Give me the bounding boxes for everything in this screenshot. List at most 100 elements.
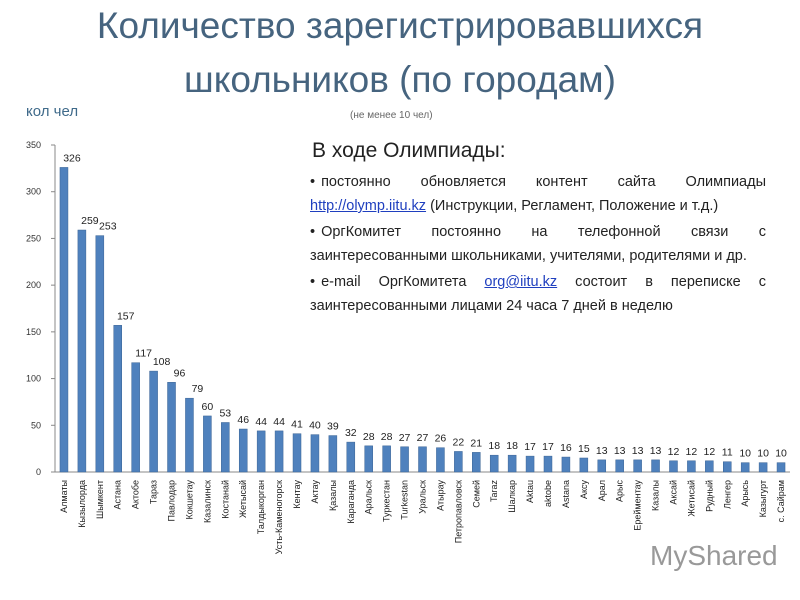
value-label: 17 bbox=[542, 441, 554, 453]
note-heading: В ходе Олимпиады: bbox=[312, 139, 506, 162]
value-label: 10 bbox=[775, 448, 787, 460]
x-tick-label: Аральск bbox=[364, 480, 374, 514]
value-label: 253 bbox=[99, 221, 117, 233]
value-label: 15 bbox=[578, 443, 590, 455]
bar bbox=[131, 362, 140, 473]
bar bbox=[561, 456, 571, 473]
x-tick-label: Ерейментау bbox=[633, 480, 643, 531]
value-label: 27 bbox=[417, 432, 429, 444]
x-tick-label: Шымкент bbox=[95, 480, 105, 519]
text-box: В ходе Олимпиады: постоянно обновляется … bbox=[306, 136, 770, 382]
value-label: 60 bbox=[202, 401, 214, 413]
value-label: 13 bbox=[650, 445, 662, 457]
bar bbox=[472, 452, 481, 473]
x-tick-label: Ленгер bbox=[722, 480, 732, 509]
bar bbox=[113, 325, 122, 473]
bar bbox=[633, 459, 642, 473]
note-text: постоянно обновляется контент сайта Олим… bbox=[321, 174, 766, 190]
title-line: школьников (по городам) bbox=[184, 59, 616, 100]
bar bbox=[615, 459, 624, 473]
value-label: 13 bbox=[632, 445, 644, 457]
value-label: 46 bbox=[237, 414, 249, 426]
value-label: 13 bbox=[614, 445, 626, 457]
bar bbox=[723, 461, 732, 473]
x-tick-label: Жетисай bbox=[686, 480, 696, 517]
bar bbox=[507, 454, 517, 473]
y-tick-label: 200 bbox=[26, 280, 41, 290]
bar bbox=[758, 462, 768, 473]
x-tick-label: Казалинск bbox=[202, 480, 212, 523]
note-item: постоянно обновляется контент сайта Олим… bbox=[310, 170, 766, 218]
x-tick-label: Аксу bbox=[579, 480, 589, 500]
y-tick-label: 250 bbox=[26, 233, 41, 243]
y-tick-label: 350 bbox=[26, 140, 41, 150]
bar bbox=[579, 457, 589, 473]
x-tick-label: Кентау bbox=[292, 480, 302, 509]
value-label: 12 bbox=[668, 446, 680, 458]
x-tick-label: Усть-Каменогорск bbox=[274, 480, 284, 554]
value-label: 79 bbox=[192, 383, 204, 395]
note-text: состоит в переписке с заинтересованными … bbox=[310, 274, 766, 314]
bar bbox=[149, 370, 158, 473]
x-tick-label: Атырау bbox=[435, 480, 445, 511]
bar bbox=[382, 445, 391, 473]
x-tick-label: Караганда bbox=[346, 480, 356, 524]
bar bbox=[705, 460, 714, 473]
x-tick-label: Петропавловск bbox=[453, 480, 463, 543]
note-item: ОргКомитет постоянно на телефонной связи… bbox=[310, 220, 766, 268]
note-link[interactable]: org@iitu.kz bbox=[484, 274, 558, 290]
value-label: 16 bbox=[560, 442, 572, 454]
bar bbox=[292, 433, 302, 473]
bar bbox=[418, 446, 427, 473]
bar bbox=[669, 460, 678, 473]
x-tick-label: Уральск bbox=[418, 480, 428, 514]
note-text: (Инструкции, Регламент, Положение и т.д.… bbox=[426, 198, 719, 214]
bar bbox=[525, 455, 535, 473]
value-label: 10 bbox=[739, 448, 751, 460]
x-tick-label: Семей bbox=[471, 480, 481, 508]
value-label: 41 bbox=[291, 419, 303, 431]
value-label: 27 bbox=[399, 432, 411, 444]
value-label: 108 bbox=[153, 356, 171, 368]
y-axis-label: кол чел bbox=[26, 103, 78, 120]
x-tick-label: Тараз bbox=[149, 480, 159, 504]
bar bbox=[776, 462, 786, 473]
y-tick-label: 150 bbox=[26, 327, 41, 337]
bar bbox=[651, 459, 660, 473]
y-tick-label: 0 bbox=[36, 467, 41, 477]
note-list: постоянно обновляется контент сайта Олим… bbox=[310, 170, 766, 318]
value-label: 12 bbox=[686, 446, 698, 458]
bar bbox=[77, 229, 87, 473]
x-tick-label: Taraz bbox=[489, 480, 499, 503]
value-label: 96 bbox=[174, 367, 186, 379]
x-tick-label: Астана bbox=[113, 480, 123, 510]
x-tick-label: Қазалы bbox=[328, 480, 338, 511]
value-label: 26 bbox=[435, 433, 447, 445]
note-text: e-mail ОргКомитета bbox=[321, 274, 485, 290]
value-label: 11 bbox=[722, 447, 733, 459]
x-tick-label: Арыс bbox=[615, 480, 625, 502]
bar bbox=[95, 235, 105, 473]
bar bbox=[489, 454, 499, 473]
x-tick-label: Актобе bbox=[131, 480, 141, 509]
x-tick-label: Жетысай bbox=[238, 480, 248, 518]
x-tick-label: Казыгурт bbox=[758, 480, 768, 517]
x-tick-label: Талдыкорган bbox=[256, 480, 266, 534]
value-label: 10 bbox=[757, 448, 769, 460]
value-label: 39 bbox=[327, 421, 339, 433]
x-tick-label: с. Сайрам bbox=[776, 480, 786, 522]
bar bbox=[310, 434, 320, 473]
bar bbox=[59, 167, 69, 473]
value-label: 259 bbox=[81, 215, 99, 227]
value-label: 13 bbox=[596, 445, 608, 457]
bar bbox=[221, 422, 230, 473]
x-tick-label: Astana bbox=[561, 480, 571, 508]
y-tick-label: 50 bbox=[31, 420, 41, 430]
bar bbox=[597, 459, 607, 473]
note-link[interactable]: http://olymp.iitu.kz bbox=[310, 198, 427, 214]
bar bbox=[454, 451, 463, 473]
bar bbox=[364, 445, 373, 473]
x-tick-label: Актау bbox=[310, 480, 320, 504]
